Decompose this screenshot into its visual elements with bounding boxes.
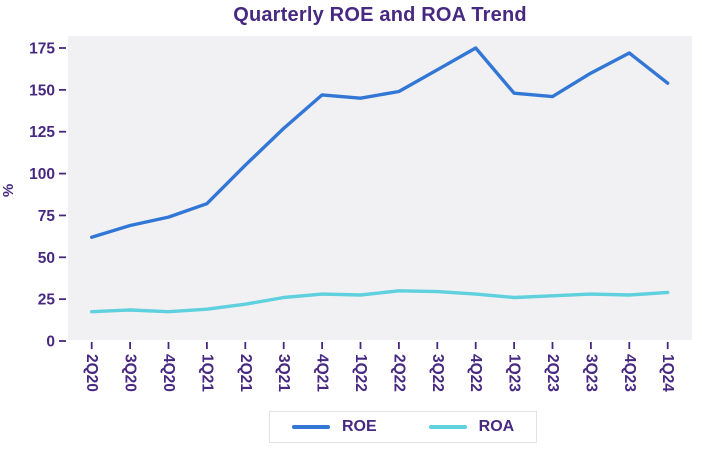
roa-line: [89, 289, 670, 314]
legend-label-roe: ROE: [342, 418, 377, 435]
y-tick-label: 150: [29, 82, 55, 99]
x-tick-label: 1Q22: [352, 354, 369, 392]
plot-background: [68, 36, 692, 340]
x-tick-label: 2Q20: [83, 354, 100, 392]
x-tick-label: 2Q21: [237, 354, 254, 392]
y-tick-label: 100: [29, 166, 55, 183]
y-tick-label: 50: [38, 250, 55, 267]
x-tick-label: 4Q21: [314, 354, 331, 392]
x-tick-label: 4Q20: [160, 354, 177, 392]
roe-line-swatch: [292, 425, 330, 429]
x-tick-label: 1Q24: [659, 354, 676, 392]
y-tick-label: 25: [38, 292, 56, 309]
x-tick-label: 2Q23: [544, 354, 561, 392]
legend: ROE ROA: [269, 411, 538, 443]
x-tick-label: 3Q21: [275, 354, 292, 392]
chart-title: Quarterly ROE and ROA Trend: [233, 4, 527, 26]
x-tick-label: 2Q22: [390, 354, 407, 392]
legend-item-roa[interactable]: ROA: [428, 418, 515, 436]
y-tick-label: 175: [29, 41, 55, 58]
x-tick-label: 4Q23: [621, 354, 638, 392]
roe-line: [89, 46, 670, 239]
y-tick-label: 0: [46, 334, 55, 351]
x-tick-label: 1Q21: [198, 354, 215, 392]
x-tick-label: 3Q20: [122, 354, 139, 392]
legend-label-roa: ROA: [478, 418, 515, 435]
y-tick-label: 75: [38, 208, 56, 225]
roa-line-swatch: [428, 425, 467, 429]
y-tick-label: 125: [29, 124, 55, 141]
x-tick-label: 3Q23: [582, 354, 599, 392]
x-tick-label: 1Q23: [506, 354, 523, 392]
legend-item-roe[interactable]: ROE: [292, 418, 377, 436]
x-tick-label: 3Q22: [429, 354, 446, 392]
x-tick-label: 4Q22: [467, 354, 484, 392]
